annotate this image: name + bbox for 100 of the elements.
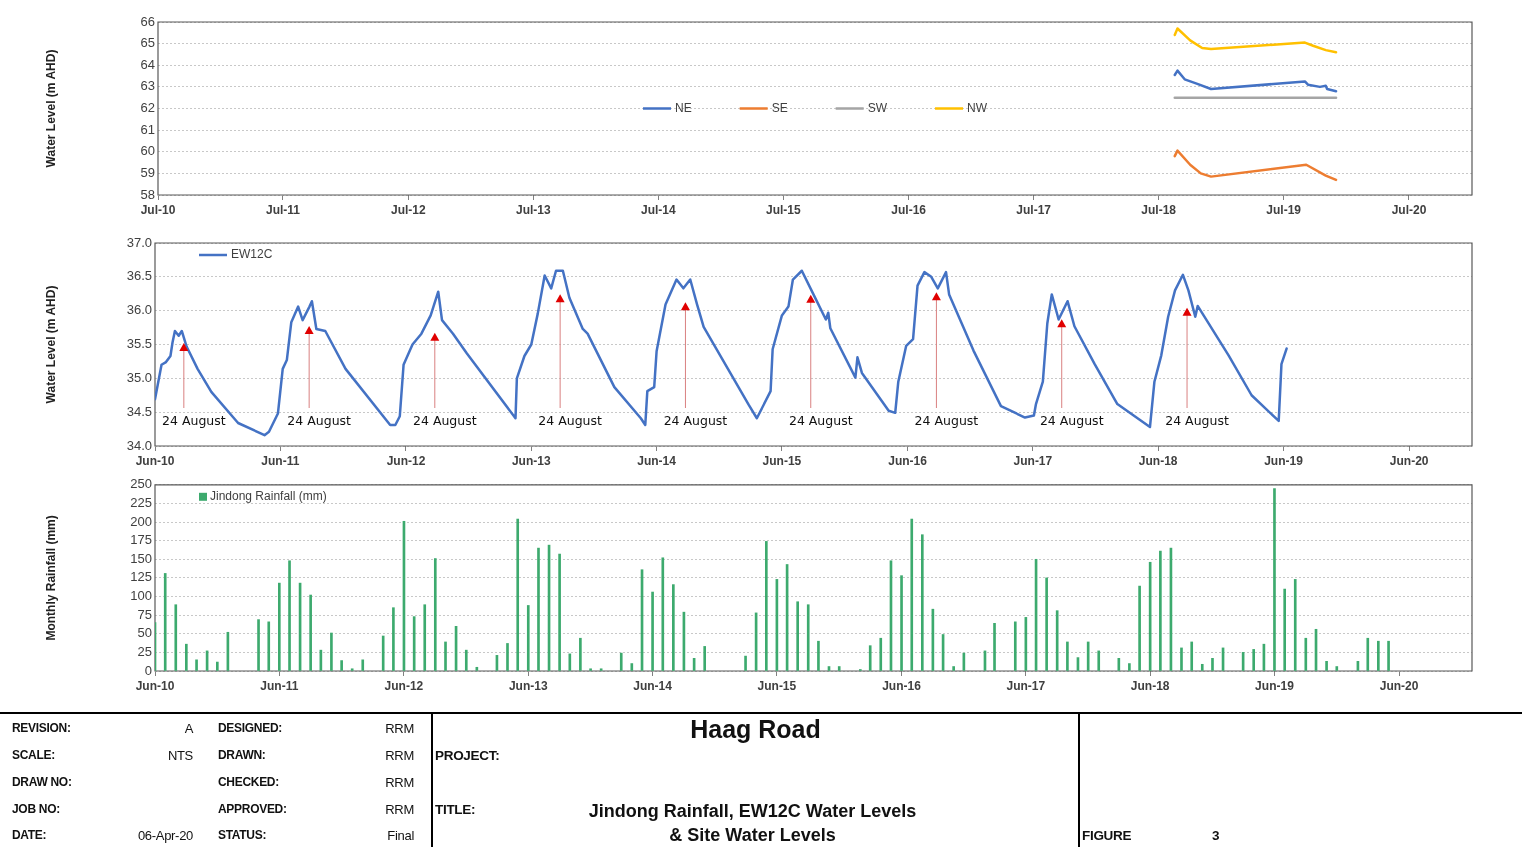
y-tick-label: 75 bbox=[137, 606, 152, 622]
y-tick-label: 60 bbox=[140, 143, 155, 159]
x-tick-label: Jun-12 bbox=[384, 678, 424, 693]
bar bbox=[837, 666, 841, 671]
x-tick-label: Jun-17 bbox=[1013, 453, 1053, 468]
legend-label: SE bbox=[771, 100, 788, 115]
bar bbox=[1304, 637, 1308, 671]
bar bbox=[1055, 610, 1059, 671]
bar bbox=[526, 605, 530, 671]
x-tick-label: Jun-16 bbox=[888, 453, 928, 468]
y-tick-label: 59 bbox=[140, 164, 155, 180]
y-tick-label: 150 bbox=[130, 550, 152, 566]
bar bbox=[661, 557, 665, 671]
bar bbox=[1097, 650, 1101, 671]
text: DATE: bbox=[12, 828, 47, 842]
bar bbox=[619, 652, 623, 671]
text: DRAWN: bbox=[218, 748, 266, 762]
bar bbox=[1066, 641, 1069, 671]
bar bbox=[381, 635, 385, 671]
bar bbox=[599, 668, 603, 671]
bar bbox=[1138, 585, 1141, 671]
text: FIGURE bbox=[1082, 828, 1132, 843]
bar bbox=[1283, 588, 1287, 671]
text: Haag Road bbox=[689, 715, 822, 744]
x-tick-label: Jun-18 bbox=[1130, 678, 1170, 693]
x-tick-label: Jul-10 bbox=[140, 202, 176, 217]
bar bbox=[309, 594, 312, 671]
y-tick-label: 34.5 bbox=[126, 403, 152, 419]
y-tick-label: 175 bbox=[130, 532, 152, 548]
bar bbox=[796, 601, 799, 671]
x-tick-label: Jun-20 bbox=[1389, 453, 1429, 468]
y-tick-label: 36.5 bbox=[126, 268, 152, 284]
x-tick-label: Jun-14 bbox=[637, 453, 677, 468]
x-tick-label: Jun-17 bbox=[1006, 678, 1046, 693]
y-tick-label: 35.0 bbox=[126, 369, 152, 385]
text: RRM bbox=[385, 775, 414, 790]
bar bbox=[340, 660, 343, 671]
legend-label: NW bbox=[967, 100, 988, 115]
text: A bbox=[184, 721, 193, 736]
bar bbox=[1293, 579, 1297, 671]
y-axis-title: Water Level (m AHD) bbox=[43, 49, 58, 168]
bar bbox=[1190, 641, 1194, 671]
y-tick-label: 37.0 bbox=[126, 234, 152, 250]
bar bbox=[1117, 658, 1121, 671]
x-tick-label: Jul-12 bbox=[390, 202, 426, 217]
x-tick-label: Jun-11 bbox=[260, 678, 299, 693]
bar bbox=[185, 643, 188, 671]
x-tick-label: Jul-13 bbox=[515, 202, 551, 217]
y-axis-title: Monthly Rainfall (mm) bbox=[43, 515, 58, 641]
x-tick-label: Jun-16 bbox=[882, 678, 922, 693]
bar bbox=[900, 575, 903, 671]
annotation: 24 August bbox=[287, 413, 352, 429]
bar bbox=[630, 663, 634, 671]
text: RRM bbox=[385, 721, 414, 736]
bar bbox=[433, 558, 437, 671]
y-tick-label: 63 bbox=[140, 78, 155, 94]
bar bbox=[1366, 637, 1370, 671]
annotation: 24 August bbox=[788, 413, 853, 429]
text: PROJECT: bbox=[435, 748, 500, 763]
y-tick-label: 61 bbox=[140, 121, 155, 137]
x-tick-label: Jun-11 bbox=[261, 453, 300, 468]
legend-label: NE bbox=[675, 100, 692, 115]
annotation: 24 August bbox=[914, 413, 979, 429]
x-tick-label: Jul-16 bbox=[891, 202, 927, 217]
bar bbox=[506, 643, 509, 671]
bar bbox=[423, 604, 427, 671]
bar bbox=[174, 604, 178, 671]
bar bbox=[1387, 640, 1390, 671]
y-tick-label: 250 bbox=[130, 476, 152, 492]
y-tick-label: 225 bbox=[130, 495, 152, 510]
bar bbox=[589, 668, 592, 671]
bar bbox=[1180, 647, 1183, 671]
bar bbox=[267, 621, 271, 671]
text: TITLE: bbox=[435, 802, 476, 817]
text: RRM bbox=[385, 802, 414, 817]
bar bbox=[163, 573, 167, 671]
y-tick-label: 25 bbox=[137, 643, 152, 659]
x-tick-label: Jun-19 bbox=[1255, 678, 1295, 693]
text: APPROVED: bbox=[218, 802, 287, 816]
bar bbox=[817, 640, 820, 671]
bar bbox=[703, 646, 707, 671]
bar bbox=[257, 619, 260, 671]
bar bbox=[672, 584, 675, 671]
y-tick-label: 34.0 bbox=[126, 437, 152, 453]
bar bbox=[868, 645, 872, 671]
bar bbox=[651, 591, 654, 671]
annotation: 24 August bbox=[538, 413, 603, 429]
y-tick-label: 100 bbox=[130, 588, 152, 604]
y-tick-label: 200 bbox=[130, 513, 152, 529]
y-tick-label: 62 bbox=[140, 100, 155, 116]
bar bbox=[350, 668, 354, 671]
y-axis-title: Water Level (m AHD) bbox=[43, 285, 58, 404]
text: SCALE: bbox=[12, 748, 55, 762]
y-tick-label: 66 bbox=[140, 13, 155, 29]
bar bbox=[952, 666, 955, 671]
x-tick-label: Jun-13 bbox=[508, 678, 548, 693]
text: Jindong Rainfall, EW12C Water Levels & Site Water Levels bbox=[587, 800, 918, 847]
x-tick-label: Jul-20 bbox=[1391, 202, 1427, 217]
bar bbox=[1252, 649, 1256, 671]
x-tick-label: Jul-19 bbox=[1266, 202, 1302, 217]
